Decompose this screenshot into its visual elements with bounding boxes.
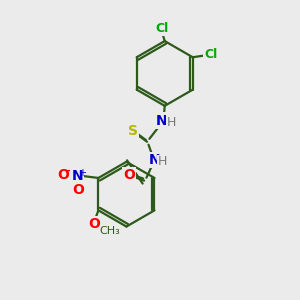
Text: N: N <box>148 153 160 167</box>
Text: Cl: Cl <box>204 48 218 62</box>
Text: O: O <box>72 183 84 197</box>
Text: S: S <box>128 124 138 138</box>
Text: N: N <box>72 169 84 183</box>
Text: N: N <box>156 114 168 128</box>
Text: Cl: Cl <box>155 22 168 35</box>
Text: -: - <box>66 166 70 176</box>
Text: O: O <box>88 217 100 231</box>
Text: O: O <box>58 168 70 182</box>
Text: CH₃: CH₃ <box>100 226 121 236</box>
Text: H: H <box>158 155 167 168</box>
Text: O: O <box>123 168 135 182</box>
Text: H: H <box>167 116 176 128</box>
Text: +: + <box>78 168 86 178</box>
